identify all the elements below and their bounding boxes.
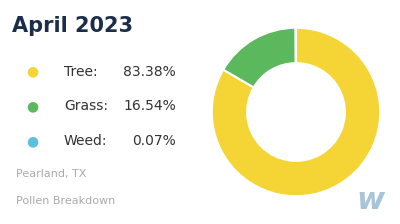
Text: ●: ● <box>26 99 38 113</box>
Text: ●: ● <box>26 134 38 148</box>
Text: Pollen Breakdown: Pollen Breakdown <box>16 196 115 206</box>
Text: 16.54%: 16.54% <box>123 99 176 113</box>
Text: Tree:: Tree: <box>64 65 98 79</box>
Text: April 2023: April 2023 <box>12 16 133 36</box>
Wedge shape <box>212 28 380 196</box>
Text: Weed:: Weed: <box>64 134 108 148</box>
Text: 0.07%: 0.07% <box>132 134 176 148</box>
Text: 83.38%: 83.38% <box>123 65 176 79</box>
Text: Grass:: Grass: <box>64 99 108 113</box>
Text: w: w <box>356 186 384 215</box>
Text: ●: ● <box>26 65 38 79</box>
Wedge shape <box>223 28 296 87</box>
Text: Pearland, TX: Pearland, TX <box>16 169 86 179</box>
